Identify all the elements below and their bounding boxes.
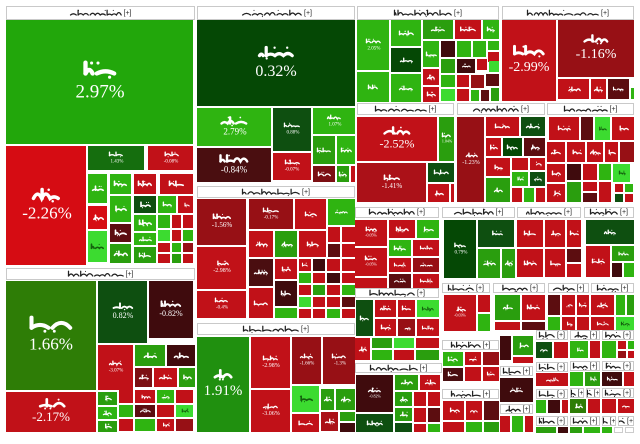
svg-text:-0.08%: -0.08% <box>163 159 178 164</box>
svg-text:0.88%: 0.88% <box>286 130 299 135</box>
svg-text:2.97%: 2.97% <box>75 81 124 102</box>
svg-text:-1.56%: -1.56% <box>211 221 232 229</box>
svg-text:-1.16%: -1.16% <box>576 47 617 62</box>
svg-text:-2.17%: -2.17% <box>32 410 70 424</box>
svg-text:-2.98%: -2.98% <box>262 363 280 369</box>
svg-text:-3.06%: -3.06% <box>262 411 280 417</box>
svg-text:-1.3%: -1.3% <box>333 361 345 366</box>
svg-text:-3.07%: -3.07% <box>108 368 123 373</box>
svg-text:-1.41%: -1.41% <box>381 182 402 190</box>
svg-text:-0.4%: -0.4% <box>216 305 228 310</box>
svg-text:-0.84%: -0.84% <box>220 165 247 175</box>
svg-text:1.07%: 1.07% <box>328 122 341 127</box>
svg-text:0.32%: 0.32% <box>255 62 296 79</box>
svg-text:1.91%: 1.91% <box>204 383 243 399</box>
svg-text:-0.05%: -0.05% <box>365 233 377 237</box>
svg-text:-1.23%: -1.23% <box>462 160 480 166</box>
svg-text:-2.26%: -2.26% <box>22 204 72 223</box>
svg-text:-0.05%: -0.05% <box>365 262 377 266</box>
svg-text:-1.66%: -1.66% <box>299 361 314 366</box>
svg-text:-2.52%: -2.52% <box>380 137 415 150</box>
svg-text:0.79%: 0.79% <box>454 250 467 255</box>
svg-text:-0.82%: -0.82% <box>369 394 381 398</box>
svg-text:-2.98%: -2.98% <box>213 268 231 274</box>
svg-text:-0.03%: -0.03% <box>454 313 466 317</box>
svg-text:2.79%: 2.79% <box>223 127 247 137</box>
svg-text:0.82%: 0.82% <box>112 311 133 320</box>
svg-text:-0.17%: -0.17% <box>264 215 279 220</box>
svg-text:-0.07%: -0.07% <box>285 167 300 172</box>
svg-text:1.43%: 1.43% <box>110 159 123 164</box>
svg-text:1.04%: 1.04% <box>441 139 452 143</box>
svg-text:-2.99%: -2.99% <box>509 60 550 75</box>
svg-text:-0.82%: -0.82% <box>159 309 183 318</box>
svg-text:2.05%: 2.05% <box>367 46 380 51</box>
svg-text:1.66%: 1.66% <box>29 335 73 354</box>
